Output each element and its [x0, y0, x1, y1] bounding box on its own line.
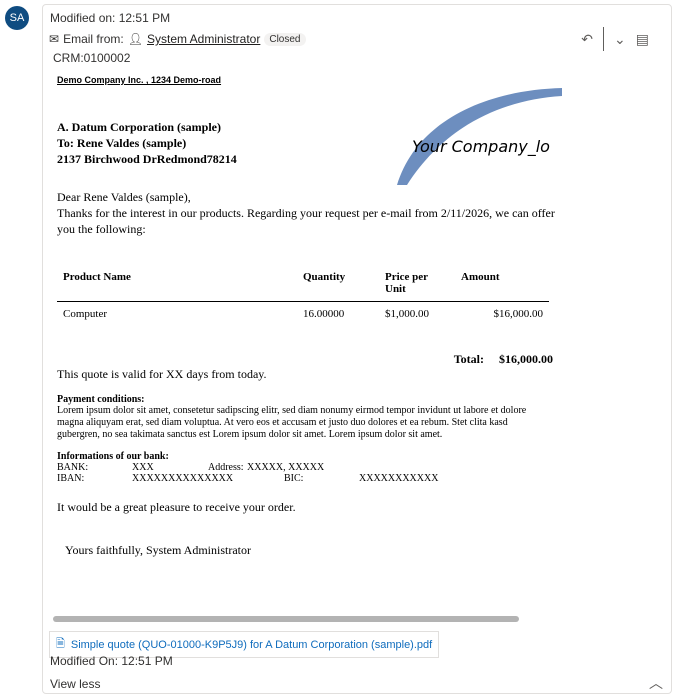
col-header: Product Name — [57, 265, 297, 302]
divider — [603, 27, 605, 51]
svg-text:Your Company_lo: Your Company_lo — [412, 137, 550, 157]
recipient-line: A. Datum Corporation (sample) — [57, 120, 221, 134]
email-body: Demo Company Inc. , 1234 Demo-road Your … — [57, 75, 562, 558]
intro: Thanks for the interest in our products.… — [57, 206, 555, 236]
company-logo: Your Company_lo — [397, 88, 562, 185]
email-from-row: ✉ Email from: 👤︎ System Administrator Cl… — [49, 32, 306, 46]
horizontal-scrollbar[interactable] — [53, 616, 519, 622]
col-header: Price per Unit — [379, 265, 455, 302]
validity: This quote is valid for XX days from tod… — [57, 367, 267, 381]
payment-title: Payment conditions: — [57, 394, 145, 405]
status-badge: Closed — [264, 32, 306, 46]
company-address: Demo Company Inc. , 1234 Demo-road — [57, 75, 222, 85]
total-row: Total: $16,000.00 — [453, 352, 553, 366]
email-icon: ✉ — [49, 32, 60, 46]
view-less-button[interactable]: View less — [50, 677, 101, 691]
closing: Yours faithfully, System Administrator — [65, 543, 252, 557]
col-header: Quantity — [297, 265, 379, 302]
bank-info: BANK: XXX Address: XXXXX, XXXXX IBAN: XX… — [57, 462, 439, 484]
payment-text: Lorem ipsum dolor sit amet, consetetur s… — [57, 405, 527, 440]
modified-on: Modified on: 12:51 PM — [50, 11, 171, 25]
pdf-file-icon: 🗎︎ — [56, 638, 65, 650]
recipient-line: To: Rene Valdes (sample) — [57, 136, 187, 150]
attachment-link[interactable]: 🗎︎ Simple quote (QUO-01000-K9P5J9) for A… — [49, 631, 440, 658]
chevron-down-icon[interactable]: ⌄ — [614, 30, 626, 47]
crm-number: CRM:0100002 — [53, 51, 131, 65]
email-activity-card: Modified on: 12:51 PM ✉ Email from: 👤︎ S… — [42, 4, 672, 694]
recipient-line: 2137 Birchwood DrRedmond78214 — [57, 152, 237, 166]
open-record-icon[interactable]: ▤ — [635, 30, 649, 47]
sender-link[interactable]: System Administrator — [146, 32, 261, 46]
person-icon: 👤︎ — [127, 32, 143, 46]
quote-table: Product Name Quantity Price per Unit Amo… — [57, 265, 549, 326]
bank-title: Informations of our bank: — [57, 451, 169, 462]
table-row: Computer 16.00000 $1,000.00 $16,000.00 — [63, 308, 543, 320]
greeting: Dear Rene Valdes (sample), — [57, 190, 191, 204]
col-header: Amount — [455, 265, 549, 302]
modified-on-footer: Modified On: 12:51 PM — [50, 654, 173, 668]
email-from-label: Email from: — [63, 32, 124, 46]
chevron-up-icon[interactable]: ︿ — [649, 675, 663, 691]
pleasure-line: It would be a great pleasure to receive … — [57, 500, 296, 514]
avatar: SA — [5, 6, 29, 30]
reply-icon[interactable]: ↶ — [581, 30, 594, 47]
